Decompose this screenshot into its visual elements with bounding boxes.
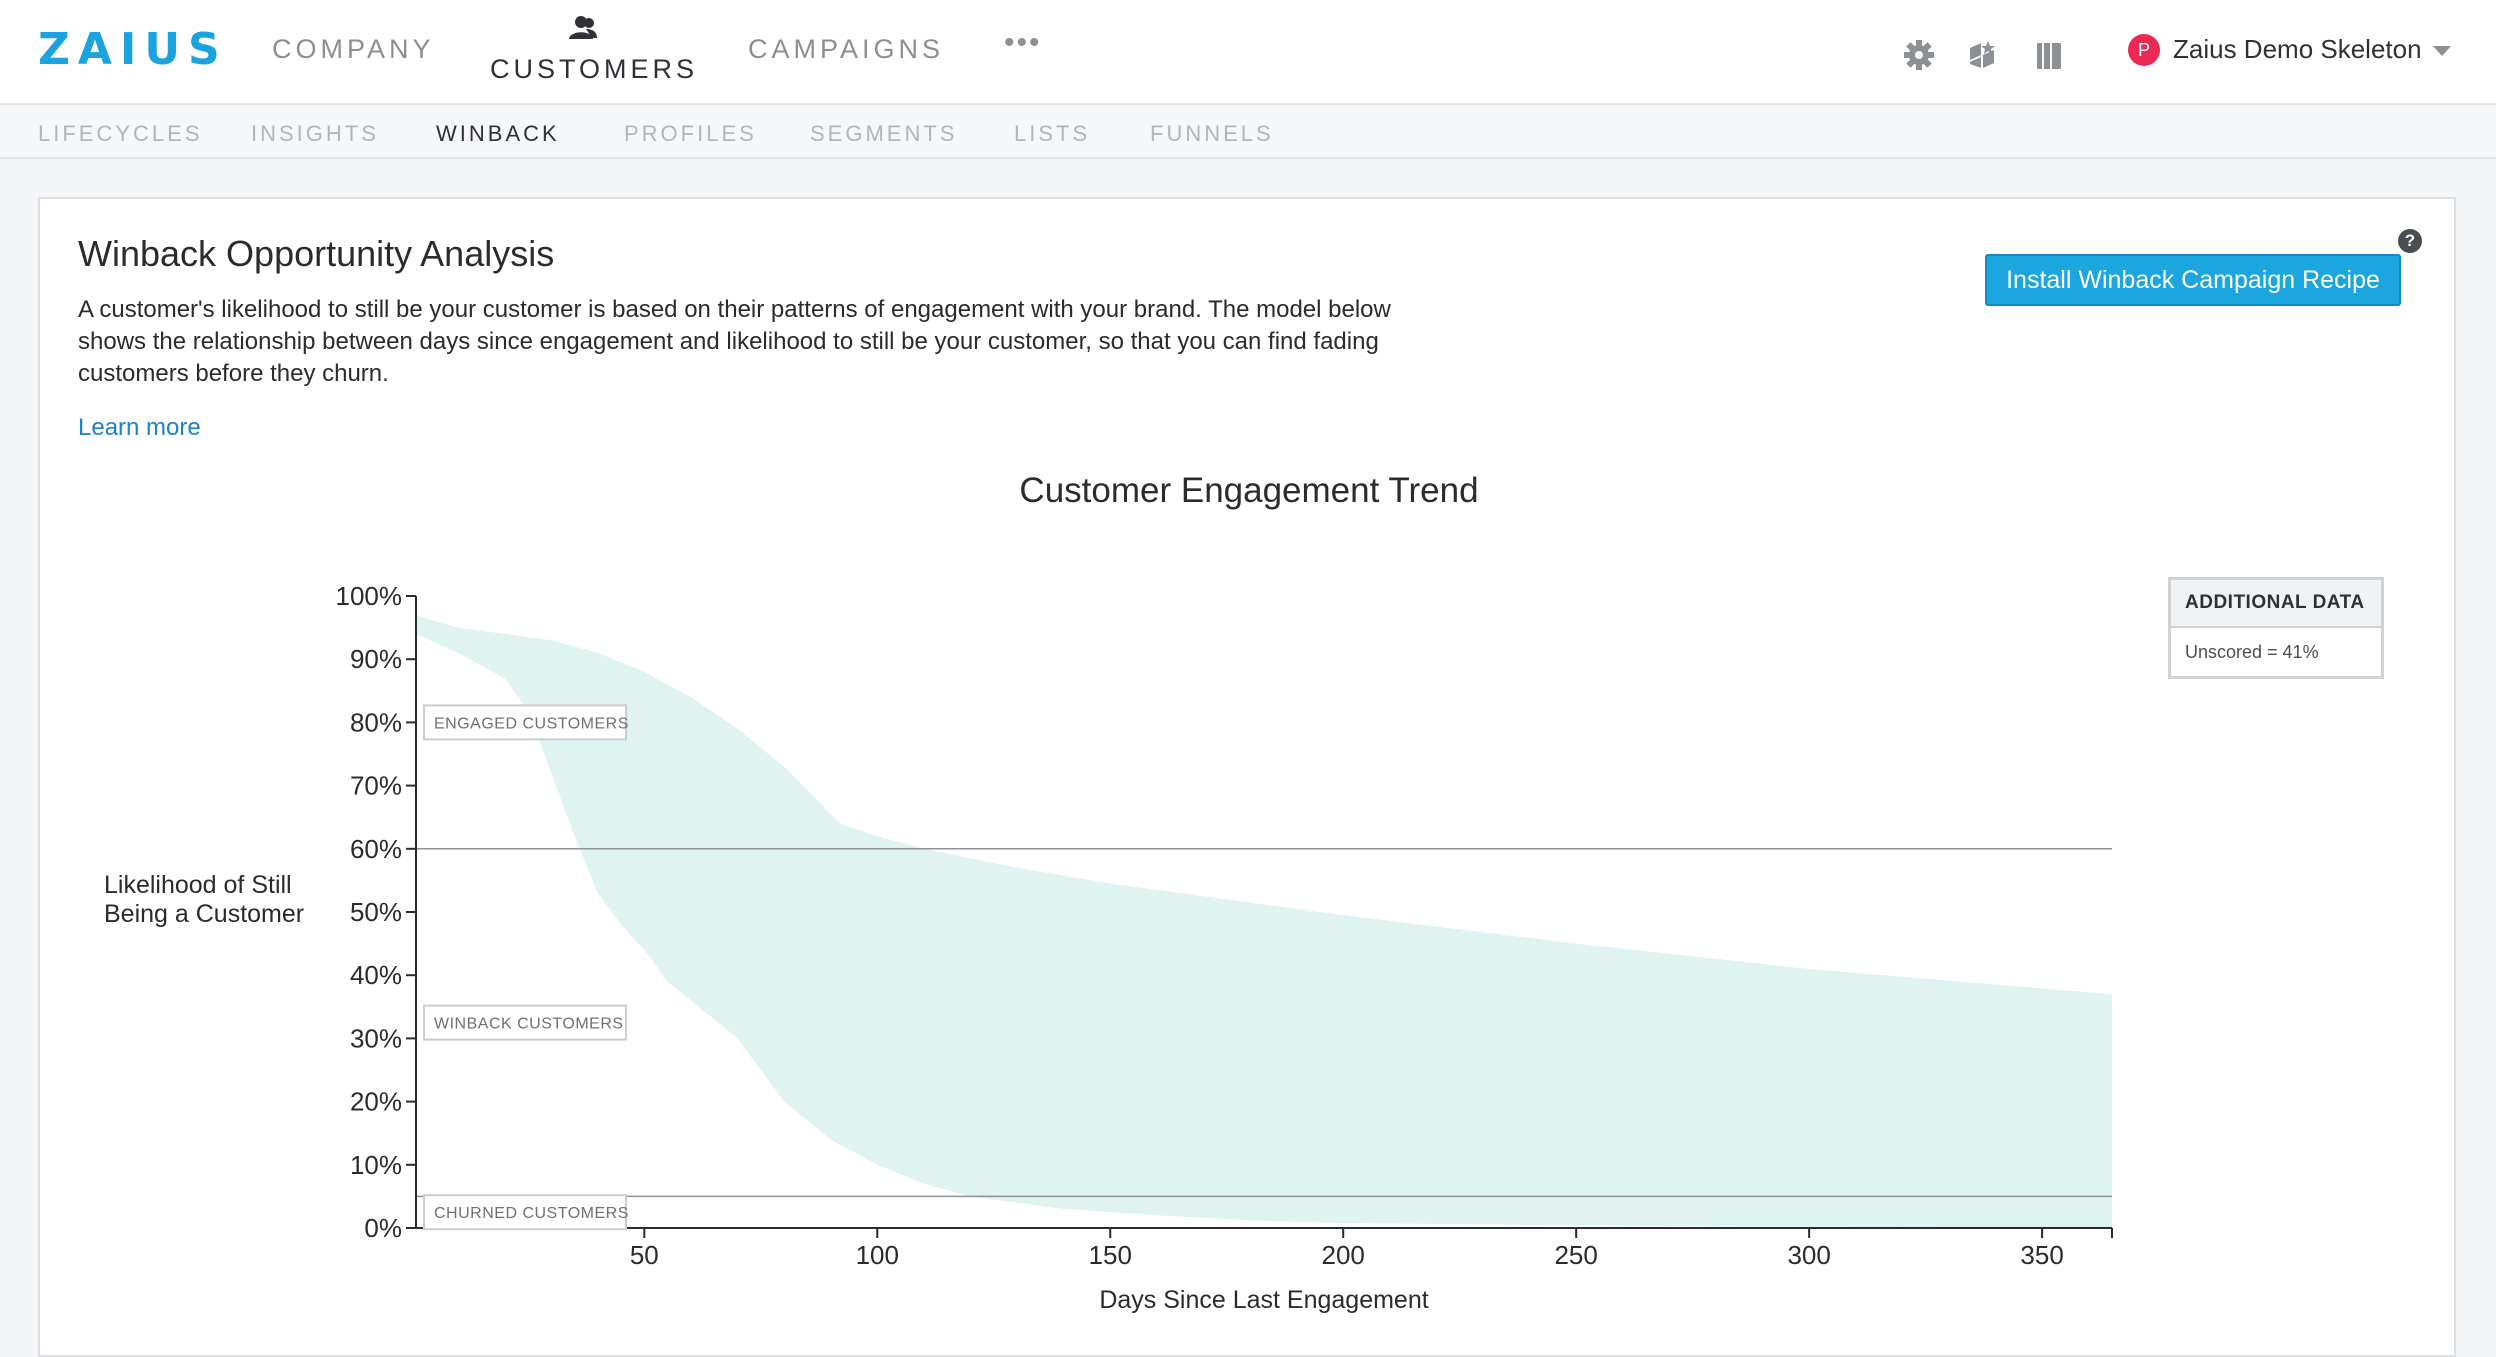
x-tick-label: 50	[630, 1240, 659, 1270]
y-tick-label: 10%	[350, 1150, 402, 1180]
chart-title: Customer Engagement Trend	[1019, 471, 1479, 510]
additional-data-header: ADDITIONAL DATA	[2171, 580, 2381, 628]
top-navigation-bar: ZAIUS COMPANY CUSTOMERS CAMPAIGNS •••	[0, 0, 2496, 105]
x-tick-label: 150	[1089, 1240, 1132, 1270]
subnav-winback[interactable]: WINBACK	[436, 121, 560, 146]
y-tick-label: 50%	[350, 897, 402, 927]
page-description: A customer's likelihood to still be your…	[78, 296, 1391, 387]
nav-campaigns[interactable]: CAMPAIGNS	[748, 34, 945, 64]
y-axis-label: Being a Customer	[104, 900, 304, 928]
x-tick-label: 200	[1322, 1240, 1365, 1270]
region-label-0: ENGAGED CUSTOMERS	[434, 715, 629, 732]
y-tick-label: 70%	[350, 771, 402, 801]
learn-more-link[interactable]: Learn more	[78, 414, 201, 441]
help-icon[interactable]: ?	[2398, 229, 2422, 253]
x-tick-label: 300	[1787, 1240, 1830, 1270]
page-title: Winback Opportunity Analysis	[78, 233, 555, 274]
region-label-1: WINBACK CUSTOMERS	[434, 1016, 624, 1033]
person-icon	[569, 16, 597, 39]
gear-icon[interactable]	[1902, 38, 1936, 72]
y-axis-label: Likelihood of Still	[104, 871, 292, 899]
subnav-profiles[interactable]: PROFILES	[624, 121, 757, 146]
nav-company[interactable]: COMPANY	[272, 34, 435, 64]
install-winback-recipe-button[interactable]: Install Winback Campaign Recipe	[1985, 254, 2401, 306]
y-tick-label: 40%	[350, 960, 402, 990]
winback-analysis-card: Winback Opportunity Analysis A customer'…	[38, 197, 2456, 1357]
book-icon[interactable]	[2032, 38, 2066, 72]
y-tick-label: 0%	[364, 1213, 402, 1243]
y-tick-label: 90%	[350, 644, 402, 674]
caret-down-icon[interactable]	[2433, 46, 2451, 56]
zaius-logo[interactable]: ZAIUS	[38, 24, 228, 75]
y-tick-label: 60%	[350, 834, 402, 864]
sub-navigation-bar: LIFECYCLES INSIGHTS WINBACK PROFILES SEG…	[0, 107, 2496, 159]
region-label-box-0	[423, 704, 627, 741]
x-tick-label: 250	[1554, 1240, 1597, 1270]
y-tick-label: 20%	[350, 1087, 402, 1117]
subnav-segments[interactable]: SEGMENTS	[810, 121, 958, 146]
subnav-funnels[interactable]: FUNNELS	[1150, 121, 1274, 146]
region-label-2: CHURNED CUSTOMERS	[434, 1205, 629, 1222]
additional-data-box: ADDITIONAL DATA Unscored = 41%	[2168, 577, 2384, 679]
likelihood-band-area	[416, 614, 2112, 1228]
nav-customers[interactable]: CUSTOMERS	[490, 54, 699, 84]
additional-data-value: Unscored = 41%	[2185, 642, 2319, 662]
region-label-box-2	[423, 1194, 627, 1231]
subnav-lists[interactable]: LISTS	[1014, 121, 1091, 146]
region-label-box-1	[423, 1004, 627, 1041]
cube-icon[interactable]	[1966, 38, 2000, 72]
engagement-trend-chart: 0% 10% 20% 30% 40% 50% 60% 70% 80% 90% 100% 50 100 15…	[104, 581, 2113, 1314]
more-menu-icon[interactable]: •••	[1004, 26, 1042, 59]
user-name[interactable]: Zaius Demo Skeleton	[2173, 34, 2422, 64]
user-avatar[interactable]: P	[2128, 34, 2160, 66]
y-tick-label: 30%	[350, 1023, 402, 1053]
x-tick-label: 350	[2020, 1240, 2063, 1270]
subnav-insights[interactable]: INSIGHTS	[251, 121, 379, 146]
x-axis-label: Days Since Last Engagement	[1099, 1286, 1428, 1314]
subnav-lifecycles[interactable]: LIFECYCLES	[38, 121, 203, 146]
y-tick-label: 80%	[350, 707, 402, 737]
y-tick-label: 100%	[336, 581, 403, 611]
x-tick-label: 100	[856, 1240, 899, 1270]
